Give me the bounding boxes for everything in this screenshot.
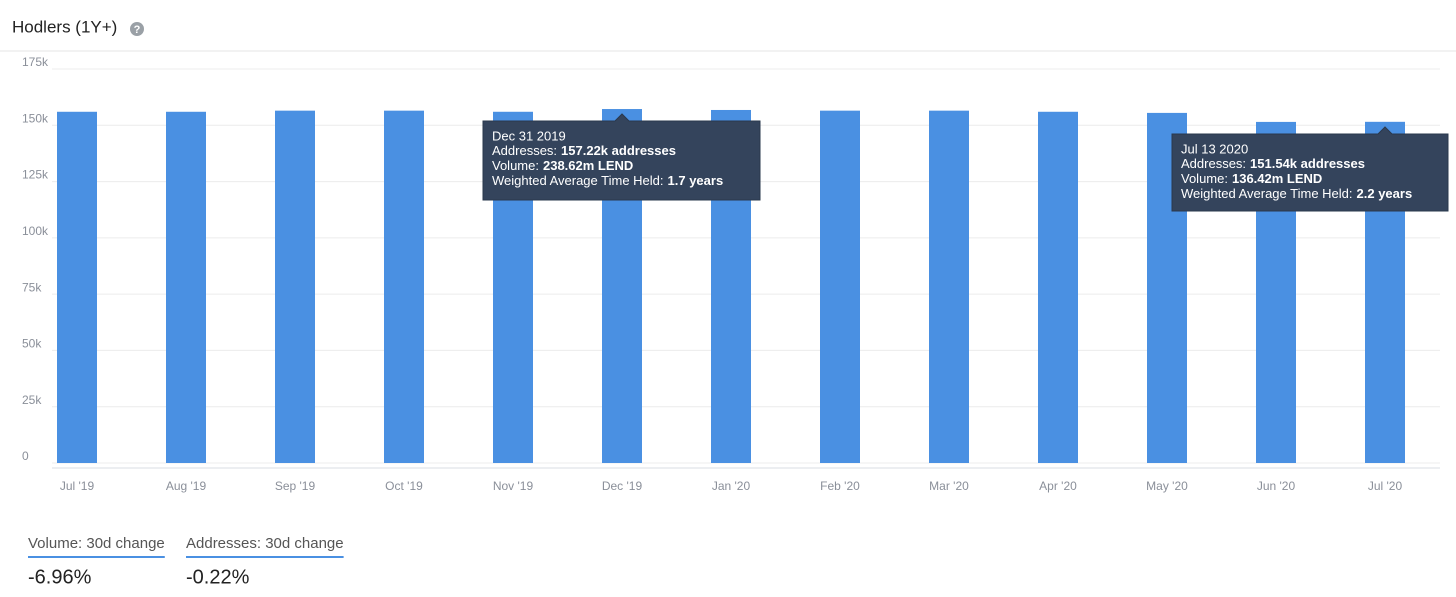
tooltip-line: Weighted Average Time Held: 2.2 years bbox=[1181, 186, 1412, 201]
tooltip-label: Addresses: bbox=[492, 143, 557, 158]
x-tick-label: Mar '20 bbox=[929, 479, 969, 493]
svg-text:?: ? bbox=[134, 24, 141, 36]
stat-value: -0.22% bbox=[186, 566, 250, 588]
x-tick-label: Nov '19 bbox=[493, 479, 534, 493]
bar bbox=[820, 110, 860, 463]
stat-value: -6.96% bbox=[28, 566, 92, 588]
tooltip-value: 1.7 years bbox=[668, 173, 724, 188]
tooltip-label: Weighted Average Time Held: bbox=[492, 173, 664, 188]
y-tick-label: 175k bbox=[22, 55, 49, 69]
y-tick-label: 0 bbox=[22, 449, 29, 463]
tooltip-label: Volume: bbox=[492, 158, 539, 173]
tooltip-value: 136.42m LEND bbox=[1232, 171, 1322, 186]
bar bbox=[1038, 111, 1078, 463]
tooltip-value: 2.2 years bbox=[1357, 186, 1413, 201]
x-tick-label: Dec '19 bbox=[602, 479, 643, 493]
tooltip-title: Dec 31 2019 bbox=[492, 128, 566, 143]
bar bbox=[384, 110, 424, 463]
tooltip-value: 157.22k addresses bbox=[561, 143, 676, 158]
x-tick-label: Jul '19 bbox=[60, 479, 95, 493]
x-tick-label: Oct '19 bbox=[385, 479, 423, 493]
stat-label: Volume: 30d change bbox=[28, 535, 165, 552]
tooltip-label: Weighted Average Time Held: bbox=[1181, 186, 1353, 201]
tooltip-line: Volume: 238.62m LEND bbox=[492, 158, 633, 173]
x-tick-label: Sep '19 bbox=[275, 479, 316, 493]
bar bbox=[166, 111, 206, 463]
stat-label: Addresses: 30d change bbox=[186, 535, 344, 552]
y-tick-label: 50k bbox=[22, 337, 42, 351]
tooltip-box bbox=[482, 113, 761, 201]
x-tick-label: Apr '20 bbox=[1039, 479, 1077, 493]
x-tick-label: Jan '20 bbox=[712, 479, 751, 493]
x-tick-label: Aug '19 bbox=[166, 479, 207, 493]
bar bbox=[929, 110, 969, 463]
tooltip-line: Addresses: 157.22k addresses bbox=[492, 143, 676, 158]
y-tick-label: 25k bbox=[22, 393, 42, 407]
tooltip-value: 151.54k addresses bbox=[1250, 156, 1365, 171]
tooltip-label: Addresses: bbox=[1181, 156, 1246, 171]
tooltip-box bbox=[1171, 126, 1449, 212]
x-tick-label: Jul '20 bbox=[1368, 479, 1403, 493]
bar bbox=[275, 110, 315, 463]
tooltip-value: 238.62m LEND bbox=[543, 158, 633, 173]
tooltip-title: Jul 13 2020 bbox=[1181, 141, 1248, 156]
y-tick-label: 150k bbox=[22, 111, 49, 125]
tooltip-line: Addresses: 151.54k addresses bbox=[1181, 156, 1365, 171]
tooltip-line: Volume: 136.42m LEND bbox=[1181, 171, 1322, 186]
help-icon[interactable]: ? bbox=[130, 22, 144, 36]
y-tick-label: 100k bbox=[22, 224, 49, 238]
x-tick-label: Jun '20 bbox=[1257, 479, 1296, 493]
tooltip-line: Weighted Average Time Held: 1.7 years bbox=[492, 173, 723, 188]
chart-title: Hodlers (1Y+) bbox=[12, 17, 117, 36]
x-tick-label: May '20 bbox=[1146, 479, 1188, 493]
x-tick-label: Feb '20 bbox=[820, 479, 860, 493]
bar bbox=[57, 111, 97, 463]
tooltip-label: Volume: bbox=[1181, 171, 1228, 186]
y-tick-label: 75k bbox=[22, 280, 42, 294]
y-tick-label: 125k bbox=[22, 168, 49, 182]
